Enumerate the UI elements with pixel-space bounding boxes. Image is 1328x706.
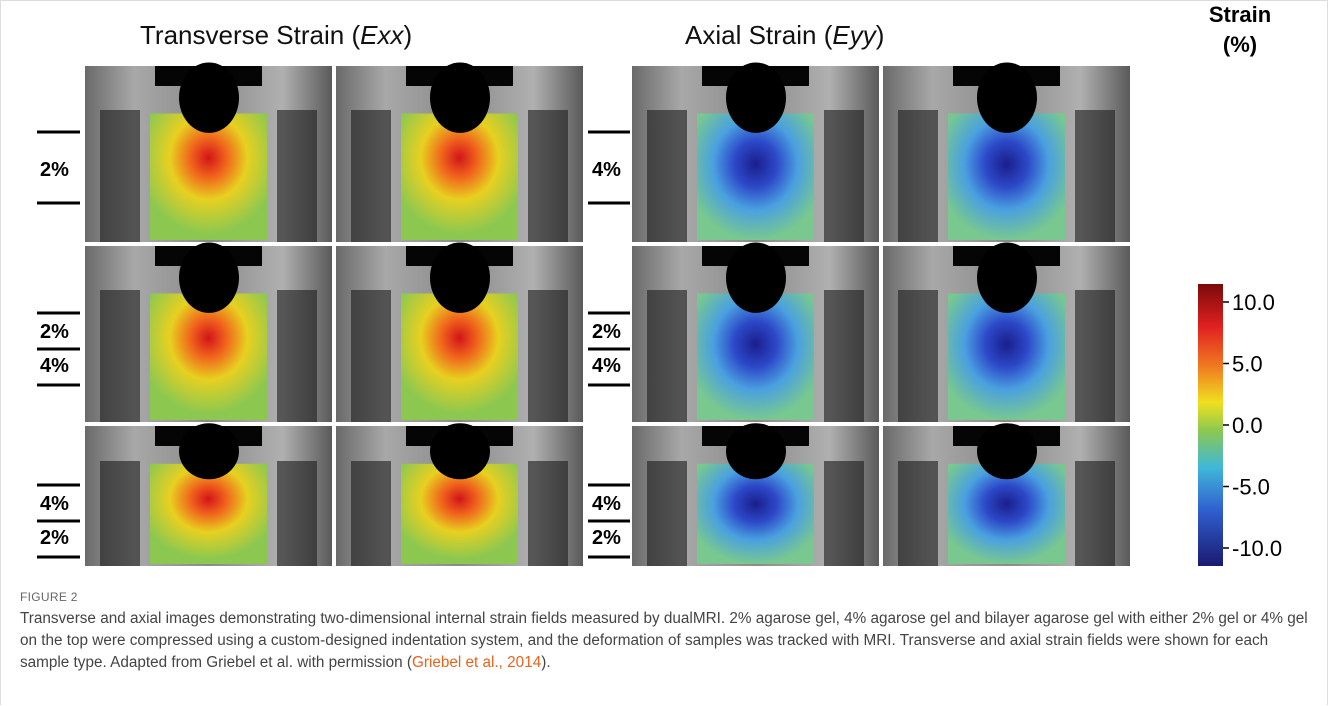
indenter xyxy=(179,423,239,479)
title-part: Exx xyxy=(360,20,404,50)
panel-title: Axial Strain (Eyy) xyxy=(685,20,884,50)
indenter xyxy=(726,423,786,479)
colorbar-tick-label: 5.0 xyxy=(1232,352,1263,377)
indenter xyxy=(977,423,1037,479)
page: Transverse Strain (Exx) 2% 2% 4% 4% 2% Axial S… xyxy=(0,0,1328,706)
title-part: ) xyxy=(876,20,885,50)
title-part: Transverse Strain ( xyxy=(140,20,360,50)
layer-label: 4% xyxy=(592,355,621,377)
colorbar-title: (%) xyxy=(1223,32,1257,57)
side-dark xyxy=(824,461,864,566)
citation-link[interactable]: Griebel et al., 2014 xyxy=(412,654,541,671)
colorbar xyxy=(1198,284,1223,566)
side-dark xyxy=(277,290,317,422)
colorbar-tick-label: 10.0 xyxy=(1232,290,1275,315)
side-dark xyxy=(528,110,568,242)
side-dark xyxy=(647,110,687,242)
side-dark xyxy=(100,110,140,242)
side-dark xyxy=(898,461,938,566)
side-dark xyxy=(528,461,568,566)
caption-end: ). xyxy=(541,654,550,671)
title-part: ) xyxy=(403,20,412,50)
side-dark xyxy=(351,110,391,242)
layer-label: 2% xyxy=(592,321,621,343)
colorbar-tick-label: -5.0 xyxy=(1232,475,1270,500)
panel-title: Transverse Strain (Exx) xyxy=(140,20,412,50)
caption: FIGURE 2 Transverse and axial images dem… xyxy=(20,590,1310,674)
indenter xyxy=(430,423,490,479)
side-dark xyxy=(100,290,140,422)
side-dark xyxy=(1075,290,1115,422)
layer-label: 2% xyxy=(592,527,621,549)
side-dark xyxy=(824,290,864,422)
side-dark xyxy=(1075,110,1115,242)
layer-label: 2% xyxy=(40,527,69,549)
indenter xyxy=(726,62,786,132)
side-dark xyxy=(647,461,687,566)
indenter xyxy=(430,62,490,132)
indenter xyxy=(977,62,1037,132)
layer-label: 4% xyxy=(40,493,69,515)
title-part: Eyy xyxy=(832,20,877,50)
layer-label: 2% xyxy=(40,159,69,181)
layer-label: 2% xyxy=(40,321,69,343)
indenter xyxy=(179,62,239,132)
side-dark xyxy=(351,461,391,566)
indenter xyxy=(430,242,490,312)
indenter xyxy=(726,242,786,312)
side-dark xyxy=(647,290,687,422)
side-dark xyxy=(277,110,317,242)
side-dark xyxy=(528,290,568,422)
caption-label: FIGURE 2 xyxy=(20,590,1310,604)
layer-label: 4% xyxy=(592,159,621,181)
side-dark xyxy=(1075,461,1115,566)
caption-text: Transverse and axial images demonstratin… xyxy=(20,608,1310,674)
side-dark xyxy=(898,110,938,242)
colorbar-tick-label: 0.0 xyxy=(1232,413,1263,438)
side-dark xyxy=(277,461,317,566)
layer-label: 4% xyxy=(592,493,621,515)
indenter xyxy=(179,242,239,312)
layer-label: 4% xyxy=(40,355,69,377)
colorbar-title: Strain xyxy=(1209,2,1271,27)
side-dark xyxy=(100,461,140,566)
caption-body: Transverse and axial images demonstratin… xyxy=(20,610,1308,671)
side-dark xyxy=(824,110,864,242)
title-part: Axial Strain ( xyxy=(685,20,833,50)
figure: Transverse Strain (Exx) 2% 2% 4% 4% 2% Axial S… xyxy=(0,0,1328,580)
side-dark xyxy=(351,290,391,422)
colorbar-tick-label: -10.0 xyxy=(1232,536,1282,561)
side-dark xyxy=(898,290,938,422)
indenter xyxy=(977,242,1037,312)
